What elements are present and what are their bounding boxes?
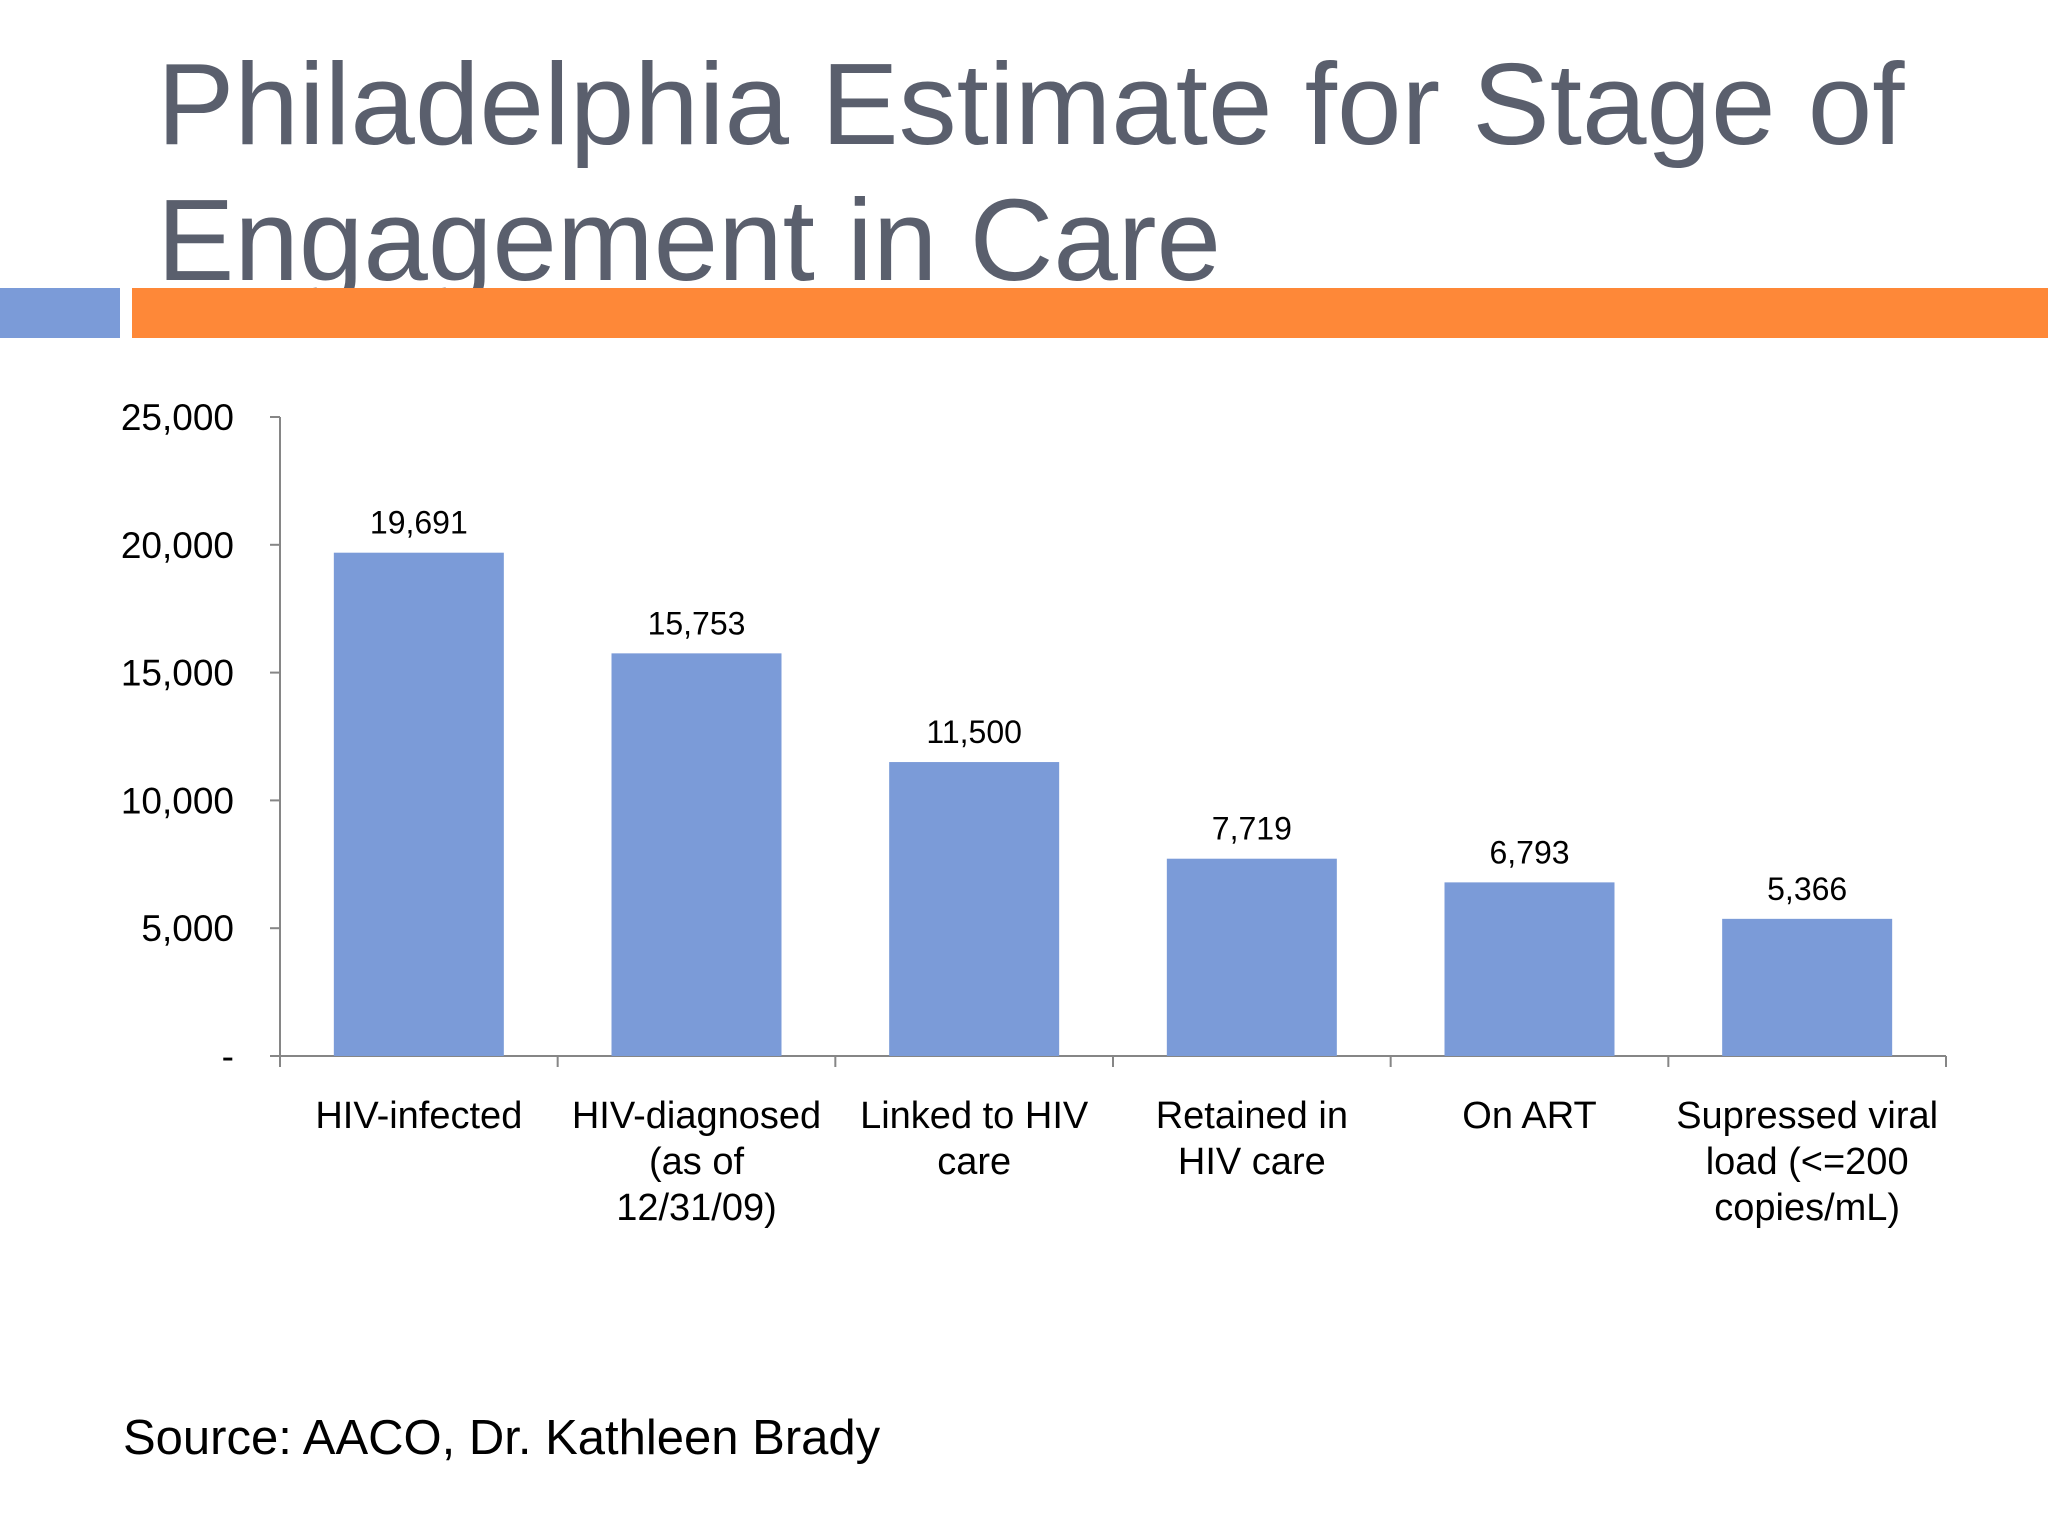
x-category-label-line: HIV care	[1178, 1141, 1326, 1183]
x-category-label-line: HIV-diagnosed	[572, 1095, 821, 1137]
bar	[333, 552, 504, 1056]
x-category-label-line: (as of	[649, 1141, 744, 1183]
y-tick-label: 25,000	[121, 397, 234, 438]
data-label: 5,366	[1767, 871, 1847, 907]
slide-title: Philadelphia Estimate for Stage of Engag…	[157, 36, 2007, 308]
data-label: 11,500	[926, 714, 1022, 750]
data-label: 15,753	[648, 605, 746, 641]
x-category-label-line: 12/31/09)	[616, 1187, 777, 1229]
slide-title-line-2: Engagement in Care	[157, 175, 1221, 305]
x-category-label: Linked to HIV care	[860, 1095, 1089, 1183]
x-category-label-line: Linked to HIV	[860, 1095, 1089, 1137]
y-tick-label: 5,000	[141, 908, 234, 949]
x-category-label-line: On ART	[1462, 1095, 1596, 1137]
x-category-label: Retained in HIV care	[1156, 1095, 1348, 1183]
data-label: 19,691	[370, 505, 468, 541]
y-tick-label: 15,000	[121, 653, 234, 694]
y-tick-label: -	[222, 1036, 234, 1077]
title-rule-orange	[132, 288, 2048, 338]
x-category-label-line: Retained in	[1156, 1095, 1348, 1137]
x-category-label-line: load (<=200	[1706, 1141, 1909, 1183]
bar	[1166, 858, 1337, 1056]
x-category-label-line: HIV-infected	[315, 1095, 522, 1137]
x-category-label-line: copies/mL)	[1714, 1187, 1900, 1229]
data-label: 6,793	[1489, 834, 1569, 870]
bar	[1444, 882, 1615, 1056]
x-category-label: HIV-diagnosed (as of 12/31/09)	[572, 1095, 821, 1229]
bar	[611, 653, 782, 1056]
y-tick-label: 20,000	[121, 525, 234, 566]
x-category-label: On ART	[1462, 1095, 1596, 1137]
x-category-label: Supressed viral load (<=200 copies/mL)	[1676, 1095, 1938, 1229]
source-note: Source: AACO, Dr. Kathleen Brady	[123, 1411, 881, 1465]
data-label: 7,719	[1212, 811, 1292, 847]
y-tick-label: 10,000	[121, 780, 234, 821]
slide-title-line-1: Philadelphia Estimate for Stage of	[157, 39, 1905, 169]
x-category-label: HIV-infected	[315, 1095, 522, 1137]
x-category-label-line: care	[937, 1141, 1011, 1183]
title-rule-blue	[0, 288, 120, 338]
bar	[889, 762, 1060, 1056]
bar	[1722, 918, 1893, 1056]
x-category-label-line: Supressed viral	[1676, 1095, 1938, 1137]
